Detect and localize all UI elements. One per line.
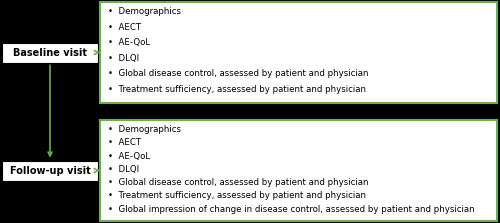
- Bar: [2, 161, 98, 180]
- Text: •  DLQI: • DLQI: [108, 165, 139, 174]
- Bar: [100, 2, 497, 103]
- Text: Follow-up visit: Follow-up visit: [10, 165, 90, 176]
- Text: •  DLQI: • DLQI: [108, 54, 139, 62]
- Text: •  AE-QoL: • AE-QoL: [108, 38, 150, 47]
- Text: •  AECT: • AECT: [108, 138, 141, 147]
- Text: Baseline visit: Baseline visit: [13, 47, 87, 58]
- Bar: [100, 120, 497, 221]
- Text: •  Global disease control, assessed by patient and physician: • Global disease control, assessed by pa…: [108, 69, 368, 78]
- Text: •  Treatment sufficiency, assessed by patient and physician: • Treatment sufficiency, assessed by pat…: [108, 191, 366, 200]
- Text: •  Global disease control, assessed by patient and physician: • Global disease control, assessed by pa…: [108, 178, 368, 187]
- Text: •  AE-QoL: • AE-QoL: [108, 152, 150, 161]
- Text: •  Treatment sufficiency, assessed by patient and physician: • Treatment sufficiency, assessed by pat…: [108, 85, 366, 93]
- Text: •  Demographics: • Demographics: [108, 125, 181, 134]
- Bar: [2, 43, 98, 62]
- Text: •  AECT: • AECT: [108, 23, 141, 31]
- Text: •  Demographics: • Demographics: [108, 7, 181, 16]
- Text: •  Global impression of change in disease control, assessed by patient and physi: • Global impression of change in disease…: [108, 205, 474, 214]
